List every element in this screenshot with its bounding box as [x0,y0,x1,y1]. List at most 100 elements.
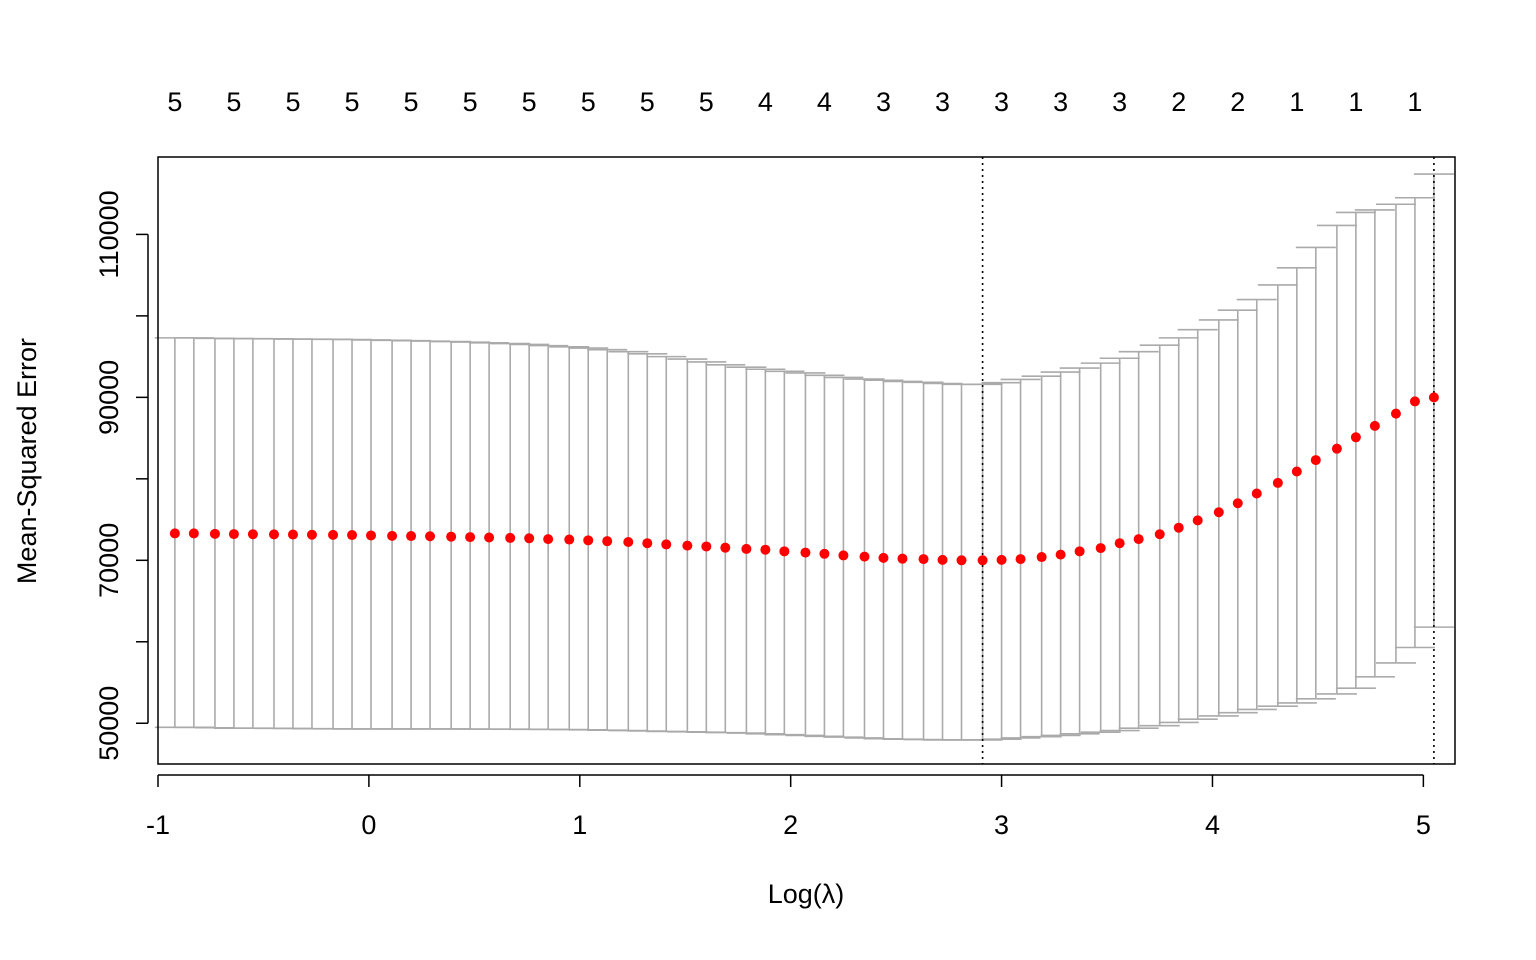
data-point-59 [1331,443,1342,454]
data-point-35 [859,551,870,562]
top-label-14: 3 [994,87,1009,117]
data-point-14 [446,531,457,542]
data-point-9 [347,530,358,541]
x-tick-label-2: 1 [572,810,587,840]
top-label-21: 1 [1407,87,1422,117]
top-label-15: 3 [1053,87,1068,117]
top-label-6: 5 [522,87,537,117]
top-label-8: 5 [640,87,655,117]
data-point-18 [524,533,535,544]
data-point-15 [465,532,476,543]
data-point-38 [918,554,929,565]
data-point-7 [306,529,317,540]
data-point-27 [701,541,712,552]
data-point-2 [209,528,220,539]
data-point-16 [484,532,495,543]
data-point-3 [228,529,239,540]
top-label-10: 4 [758,87,773,117]
top-label-2: 5 [285,87,300,117]
data-point-25 [661,539,672,550]
data-point-53 [1213,507,1224,518]
data-point-43 [1015,554,1026,565]
x-tick-label-1: 0 [361,810,376,840]
data-point-36 [878,552,889,563]
data-point-42 [996,554,1007,565]
data-point-20 [564,534,575,545]
y-tick-label-0: 50000 [94,686,124,761]
data-point-41 [977,555,988,566]
data-point-12 [406,531,417,542]
plot-frame [157,156,1456,765]
data-point-34 [838,550,849,561]
data-point-28 [720,542,731,553]
top-label-7: 5 [581,87,596,117]
top-label-18: 2 [1230,87,1245,117]
data-point-32 [800,547,811,558]
x-tick-label-5: 4 [1205,810,1220,840]
data-point-22 [602,536,613,547]
reference-line-layer [981,157,1435,764]
data-point-50 [1154,529,1165,540]
top-label-16: 3 [1112,87,1127,117]
data-point-23 [623,536,634,547]
data-point-6 [287,529,298,540]
data-point-57 [1291,466,1302,477]
data-point-46 [1074,546,1085,557]
x-tick-label-6: 5 [1416,810,1431,840]
data-point-47 [1095,543,1106,554]
top-label-5: 5 [463,87,478,117]
y-axis-title: Mean-Squared Error [12,338,42,584]
data-point-8 [328,529,339,540]
data-point-33 [819,548,830,559]
top-label-9: 5 [699,87,714,117]
data-point-64 [1428,392,1439,403]
data-point-54 [1232,498,1243,509]
data-point-5 [268,529,279,540]
data-point-10 [366,530,377,541]
data-point-17 [505,532,516,543]
data-point-31 [779,546,790,557]
data-point-62 [1390,408,1401,419]
x-tick-label-4: 3 [994,810,1009,840]
point-layer [169,392,1439,566]
data-point-56 [1272,477,1283,488]
top-label-17: 2 [1171,87,1186,117]
top-label-4: 5 [404,87,419,117]
data-point-19 [543,534,554,545]
data-point-0 [169,528,180,539]
data-point-30 [760,544,771,555]
data-point-29 [741,543,752,554]
data-point-44 [1036,552,1047,563]
data-point-37 [897,553,908,564]
y-axis: 50000 70000 90000 110000 [94,190,149,761]
x-axis-title: Log(λ) [768,879,845,909]
data-point-58 [1310,455,1321,466]
data-point-4 [247,529,258,540]
top-label-0: 5 [167,87,182,117]
y-tick-label-6: 110000 [94,190,124,278]
x-tick-label-0: -1 [146,810,170,840]
data-point-24 [642,538,653,549]
data-point-63 [1409,396,1420,407]
data-point-1 [188,528,199,539]
data-point-21 [583,535,594,546]
top-label-13: 3 [935,87,950,117]
data-point-60 [1350,432,1361,443]
data-point-39 [937,554,948,565]
data-point-45 [1055,549,1066,560]
data-point-52 [1192,515,1203,526]
top-label-12: 3 [876,87,891,117]
data-point-51 [1173,522,1184,533]
data-point-13 [425,531,436,542]
data-point-61 [1369,420,1380,431]
y-tick-label-2: 70000 [94,523,124,598]
data-point-49 [1133,534,1144,545]
top-label-1: 5 [226,87,241,117]
data-point-11 [387,530,398,541]
top-label-20: 1 [1348,87,1363,117]
y-tick-label-4: 90000 [94,360,124,435]
data-point-40 [956,555,967,566]
data-point-55 [1251,488,1262,499]
